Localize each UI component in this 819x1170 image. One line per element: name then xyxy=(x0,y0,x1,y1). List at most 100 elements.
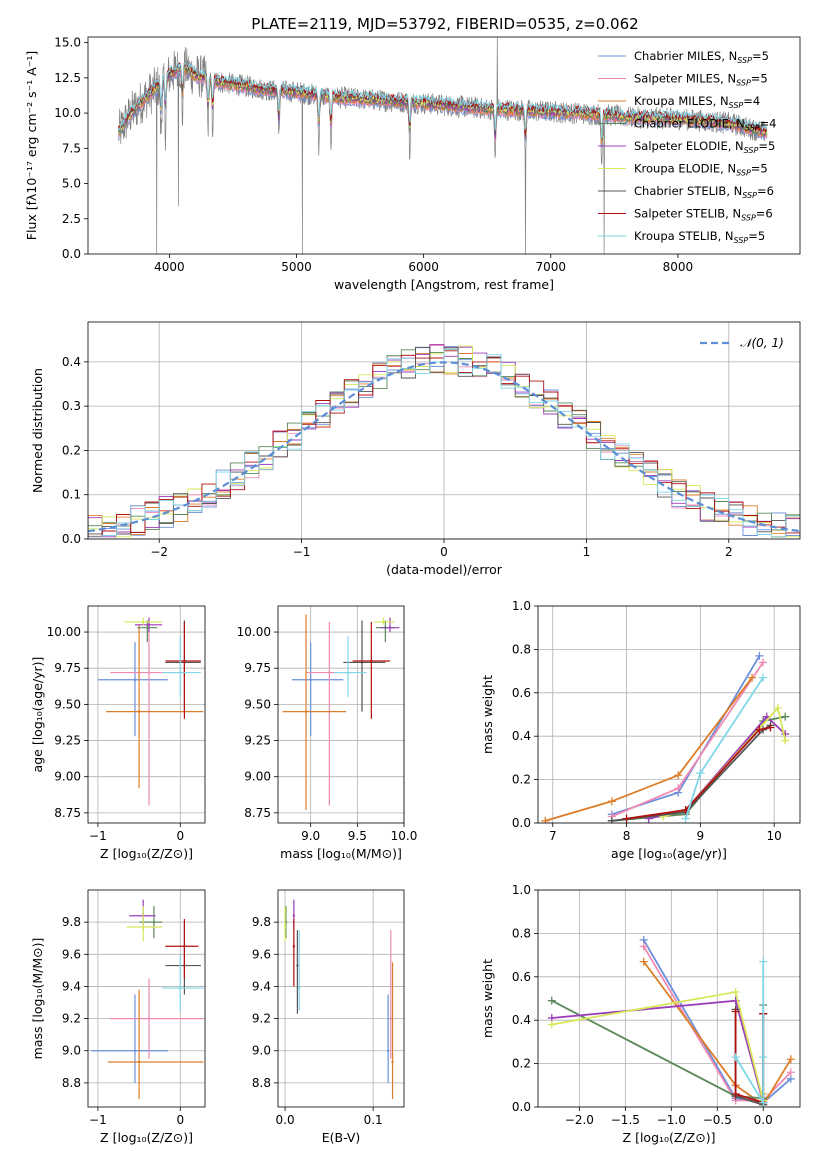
plus-marker xyxy=(755,651,764,660)
y-tick-label: 9.6 xyxy=(62,947,81,961)
legend-label-sub: SSP xyxy=(741,214,756,223)
axes-border xyxy=(87,605,206,824)
axes-border xyxy=(277,605,405,824)
error-point-1 xyxy=(110,621,185,806)
error-point-0 xyxy=(97,642,168,737)
error-point-3 xyxy=(376,620,395,643)
plus-marker xyxy=(731,1053,740,1062)
y-axis-label: mass [log₁₀(M/M⊙)] xyxy=(30,938,45,1060)
error-point-7 xyxy=(352,621,390,719)
error-point-1 xyxy=(389,930,392,1059)
error-point-5 xyxy=(374,617,395,625)
y-tick-label: 0.2 xyxy=(512,773,531,787)
point-marker xyxy=(386,1049,390,1052)
plus-marker xyxy=(731,1089,740,1098)
point-marker xyxy=(309,678,312,681)
y-tick-label: 9.0 xyxy=(62,1044,81,1058)
axes-border xyxy=(87,321,801,540)
y-tick-label: 9.25 xyxy=(244,734,271,748)
error-point-0 xyxy=(292,642,344,737)
x-tick-label: 9.0 xyxy=(301,829,320,843)
plus-marker xyxy=(731,987,740,996)
axes-border xyxy=(537,889,801,1108)
panel-spectrum: 4000 5000 6000 7000 8000 0.0 2.5 5.0 7.5 10.0 12.5… xyxy=(24,36,801,292)
legend-label-base: Chabrier STELIB, N xyxy=(634,184,742,198)
weight-series-4 xyxy=(547,996,768,1107)
error-point-2 xyxy=(391,962,394,1099)
x-tick-label: 0 xyxy=(176,829,184,843)
point-marker xyxy=(391,1060,394,1064)
legend-label: Salpeter STELIB, NSSP=6 xyxy=(634,207,773,223)
plus-marker xyxy=(607,797,616,806)
plus-marker xyxy=(748,673,757,682)
point-marker xyxy=(346,671,350,674)
legend-label-base: Chabrier ELODIE, N xyxy=(634,117,745,131)
error-point-8 xyxy=(297,930,301,1011)
legend-label-tail: =6 xyxy=(757,184,774,198)
x-tick-label: 10 xyxy=(767,829,782,843)
y-tick-label: 12.5 xyxy=(54,71,81,85)
legend-label-sub: SSP xyxy=(736,79,751,88)
error-point-6 xyxy=(296,930,299,1014)
y-tick-label: 0.6 xyxy=(512,970,531,984)
weight-line xyxy=(642,961,792,1107)
point-marker xyxy=(183,659,186,663)
point-marker xyxy=(137,1060,141,1064)
point-marker xyxy=(179,986,182,990)
y-axis-label: Normed distribution xyxy=(30,368,45,493)
legend-label-base: Salpeter MILES, N xyxy=(634,72,736,86)
point-marker xyxy=(382,620,385,624)
legend-label-tail: =5 xyxy=(751,72,768,86)
x-tick-label: 7000 xyxy=(536,260,567,274)
legend-label: Salpeter MILES, NSSP=5 xyxy=(634,72,768,88)
y-tick-label: 0.0 xyxy=(512,816,531,830)
legend-label-sub: SSP xyxy=(737,56,752,65)
y-tick-label: 9.0 xyxy=(252,1044,271,1058)
error-point-0 xyxy=(386,994,390,1083)
point-marker xyxy=(296,964,299,967)
legend-label-tail: =5 xyxy=(751,162,768,176)
weight-line xyxy=(545,677,753,822)
y-tick-label: 9.50 xyxy=(54,697,81,711)
plus-marker xyxy=(786,1068,795,1077)
y-tick-label: 0.1 xyxy=(62,488,81,502)
panel-mass-vs-ebv: 0.0 0.1 8.8 9.0 9.2 9.4 9.6 9.8 E(B-V) xyxy=(252,889,405,1145)
plus-marker xyxy=(773,703,782,712)
plot-area xyxy=(547,935,795,1107)
x-axis-label: wavelength [Angstrom, rest frame] xyxy=(334,277,554,292)
legend-label-tail: =5 xyxy=(758,139,775,153)
y-tick-label: 9.75 xyxy=(54,661,81,675)
x-tick-label: −1 xyxy=(293,545,311,559)
axes-border xyxy=(87,36,801,255)
weight-line xyxy=(611,655,761,816)
plus-marker xyxy=(674,784,683,793)
point-marker xyxy=(179,671,182,674)
legend-label-base: Kroupa MILES, N xyxy=(634,94,729,108)
plus-marker xyxy=(547,1020,556,1029)
error-point-1 xyxy=(306,621,353,806)
legend-label-base: Kroupa ELODIE, N xyxy=(634,162,736,176)
x-axis-label: Z [log₁₀(Z/Z⊙)] xyxy=(623,1130,716,1145)
error-point-7 xyxy=(165,621,201,719)
panel-weight-vs-age: 7 8 9 10 0.0 0.2 0.4 0.6 0.8 1.0 age [log₁₀(age/yr… xyxy=(480,599,801,861)
error-point-1 xyxy=(110,978,204,1059)
weight-line xyxy=(734,961,765,1106)
gridlines xyxy=(538,605,800,824)
error-point-3 xyxy=(137,620,158,643)
x-tick-label: −1 xyxy=(89,829,107,843)
legend-label-base: Salpeter ELODIE, N xyxy=(634,139,744,153)
error-point-4 xyxy=(134,617,163,633)
x-axis-label: mass [log₁₀(M/M⊙)] xyxy=(280,846,402,861)
figure-title: PLATE=2119, MJD=53792, FIBERID=0535, z=0… xyxy=(251,15,638,33)
x-tick-label: 10.0 xyxy=(391,829,418,843)
error-point-8 xyxy=(334,636,367,698)
error-point-3 xyxy=(139,906,163,939)
y-tick-label: 8.8 xyxy=(62,1076,81,1090)
legend-label: Kroupa STELIB, NSSP=5 xyxy=(634,229,765,245)
x-tick-label: −1.5 xyxy=(611,1113,640,1127)
x-tick-label: −2 xyxy=(150,545,168,559)
weight-line xyxy=(611,661,764,818)
weight-line xyxy=(626,726,771,820)
x-axis-label: (data-model)/error xyxy=(386,562,503,577)
y-tick-label: 9.50 xyxy=(244,697,271,711)
